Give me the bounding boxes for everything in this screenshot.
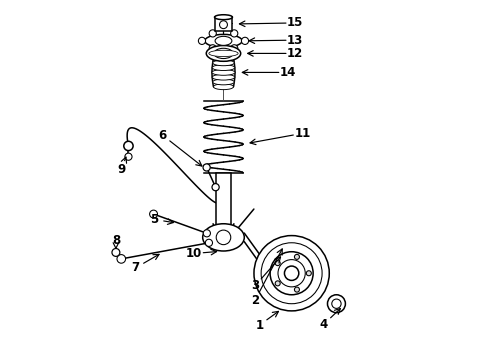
Circle shape [117, 255, 125, 263]
Text: 6: 6 [158, 129, 167, 142]
Circle shape [203, 230, 210, 237]
Ellipse shape [212, 74, 235, 80]
Circle shape [205, 239, 213, 246]
Circle shape [275, 281, 280, 286]
Circle shape [285, 266, 299, 280]
Circle shape [275, 261, 280, 266]
Ellipse shape [209, 50, 238, 57]
Circle shape [332, 299, 341, 309]
Circle shape [112, 248, 120, 256]
Ellipse shape [214, 84, 234, 90]
Bar [216, 173, 231, 234]
Bar [215, 17, 232, 31]
Circle shape [203, 164, 210, 171]
Text: 9: 9 [117, 163, 125, 176]
Circle shape [198, 37, 205, 44]
Circle shape [216, 230, 231, 245]
Circle shape [254, 235, 329, 311]
Circle shape [242, 37, 248, 44]
Text: 8: 8 [112, 234, 120, 247]
Circle shape [212, 184, 219, 191]
Ellipse shape [212, 69, 235, 75]
Text: 1: 1 [255, 319, 264, 332]
Ellipse shape [205, 35, 242, 47]
Ellipse shape [215, 15, 232, 20]
Text: 4: 4 [320, 318, 328, 331]
Circle shape [261, 243, 322, 304]
Text: 10: 10 [186, 247, 202, 260]
Ellipse shape [213, 79, 234, 85]
Circle shape [209, 45, 216, 52]
Text: 13: 13 [287, 33, 303, 47]
Circle shape [270, 252, 313, 295]
Ellipse shape [203, 224, 245, 251]
Text: 15: 15 [287, 17, 303, 30]
Text: 5: 5 [150, 213, 159, 226]
Circle shape [294, 255, 299, 259]
Circle shape [220, 21, 227, 29]
Text: 3: 3 [251, 279, 259, 292]
Circle shape [125, 153, 132, 160]
Circle shape [231, 45, 238, 52]
Circle shape [209, 30, 216, 37]
Ellipse shape [214, 48, 233, 59]
Circle shape [149, 210, 157, 218]
Text: 2: 2 [251, 294, 259, 307]
Circle shape [327, 295, 345, 313]
Ellipse shape [212, 65, 235, 71]
Ellipse shape [206, 45, 241, 61]
Ellipse shape [214, 55, 234, 61]
Text: 11: 11 [294, 127, 311, 140]
Circle shape [124, 141, 133, 150]
Circle shape [231, 30, 238, 37]
Text: 14: 14 [280, 66, 296, 79]
Ellipse shape [215, 36, 232, 45]
Circle shape [278, 260, 305, 287]
Circle shape [294, 287, 299, 292]
Text: 7: 7 [131, 261, 140, 274]
Text: 12: 12 [287, 47, 303, 60]
Circle shape [306, 271, 311, 276]
Ellipse shape [213, 60, 234, 66]
